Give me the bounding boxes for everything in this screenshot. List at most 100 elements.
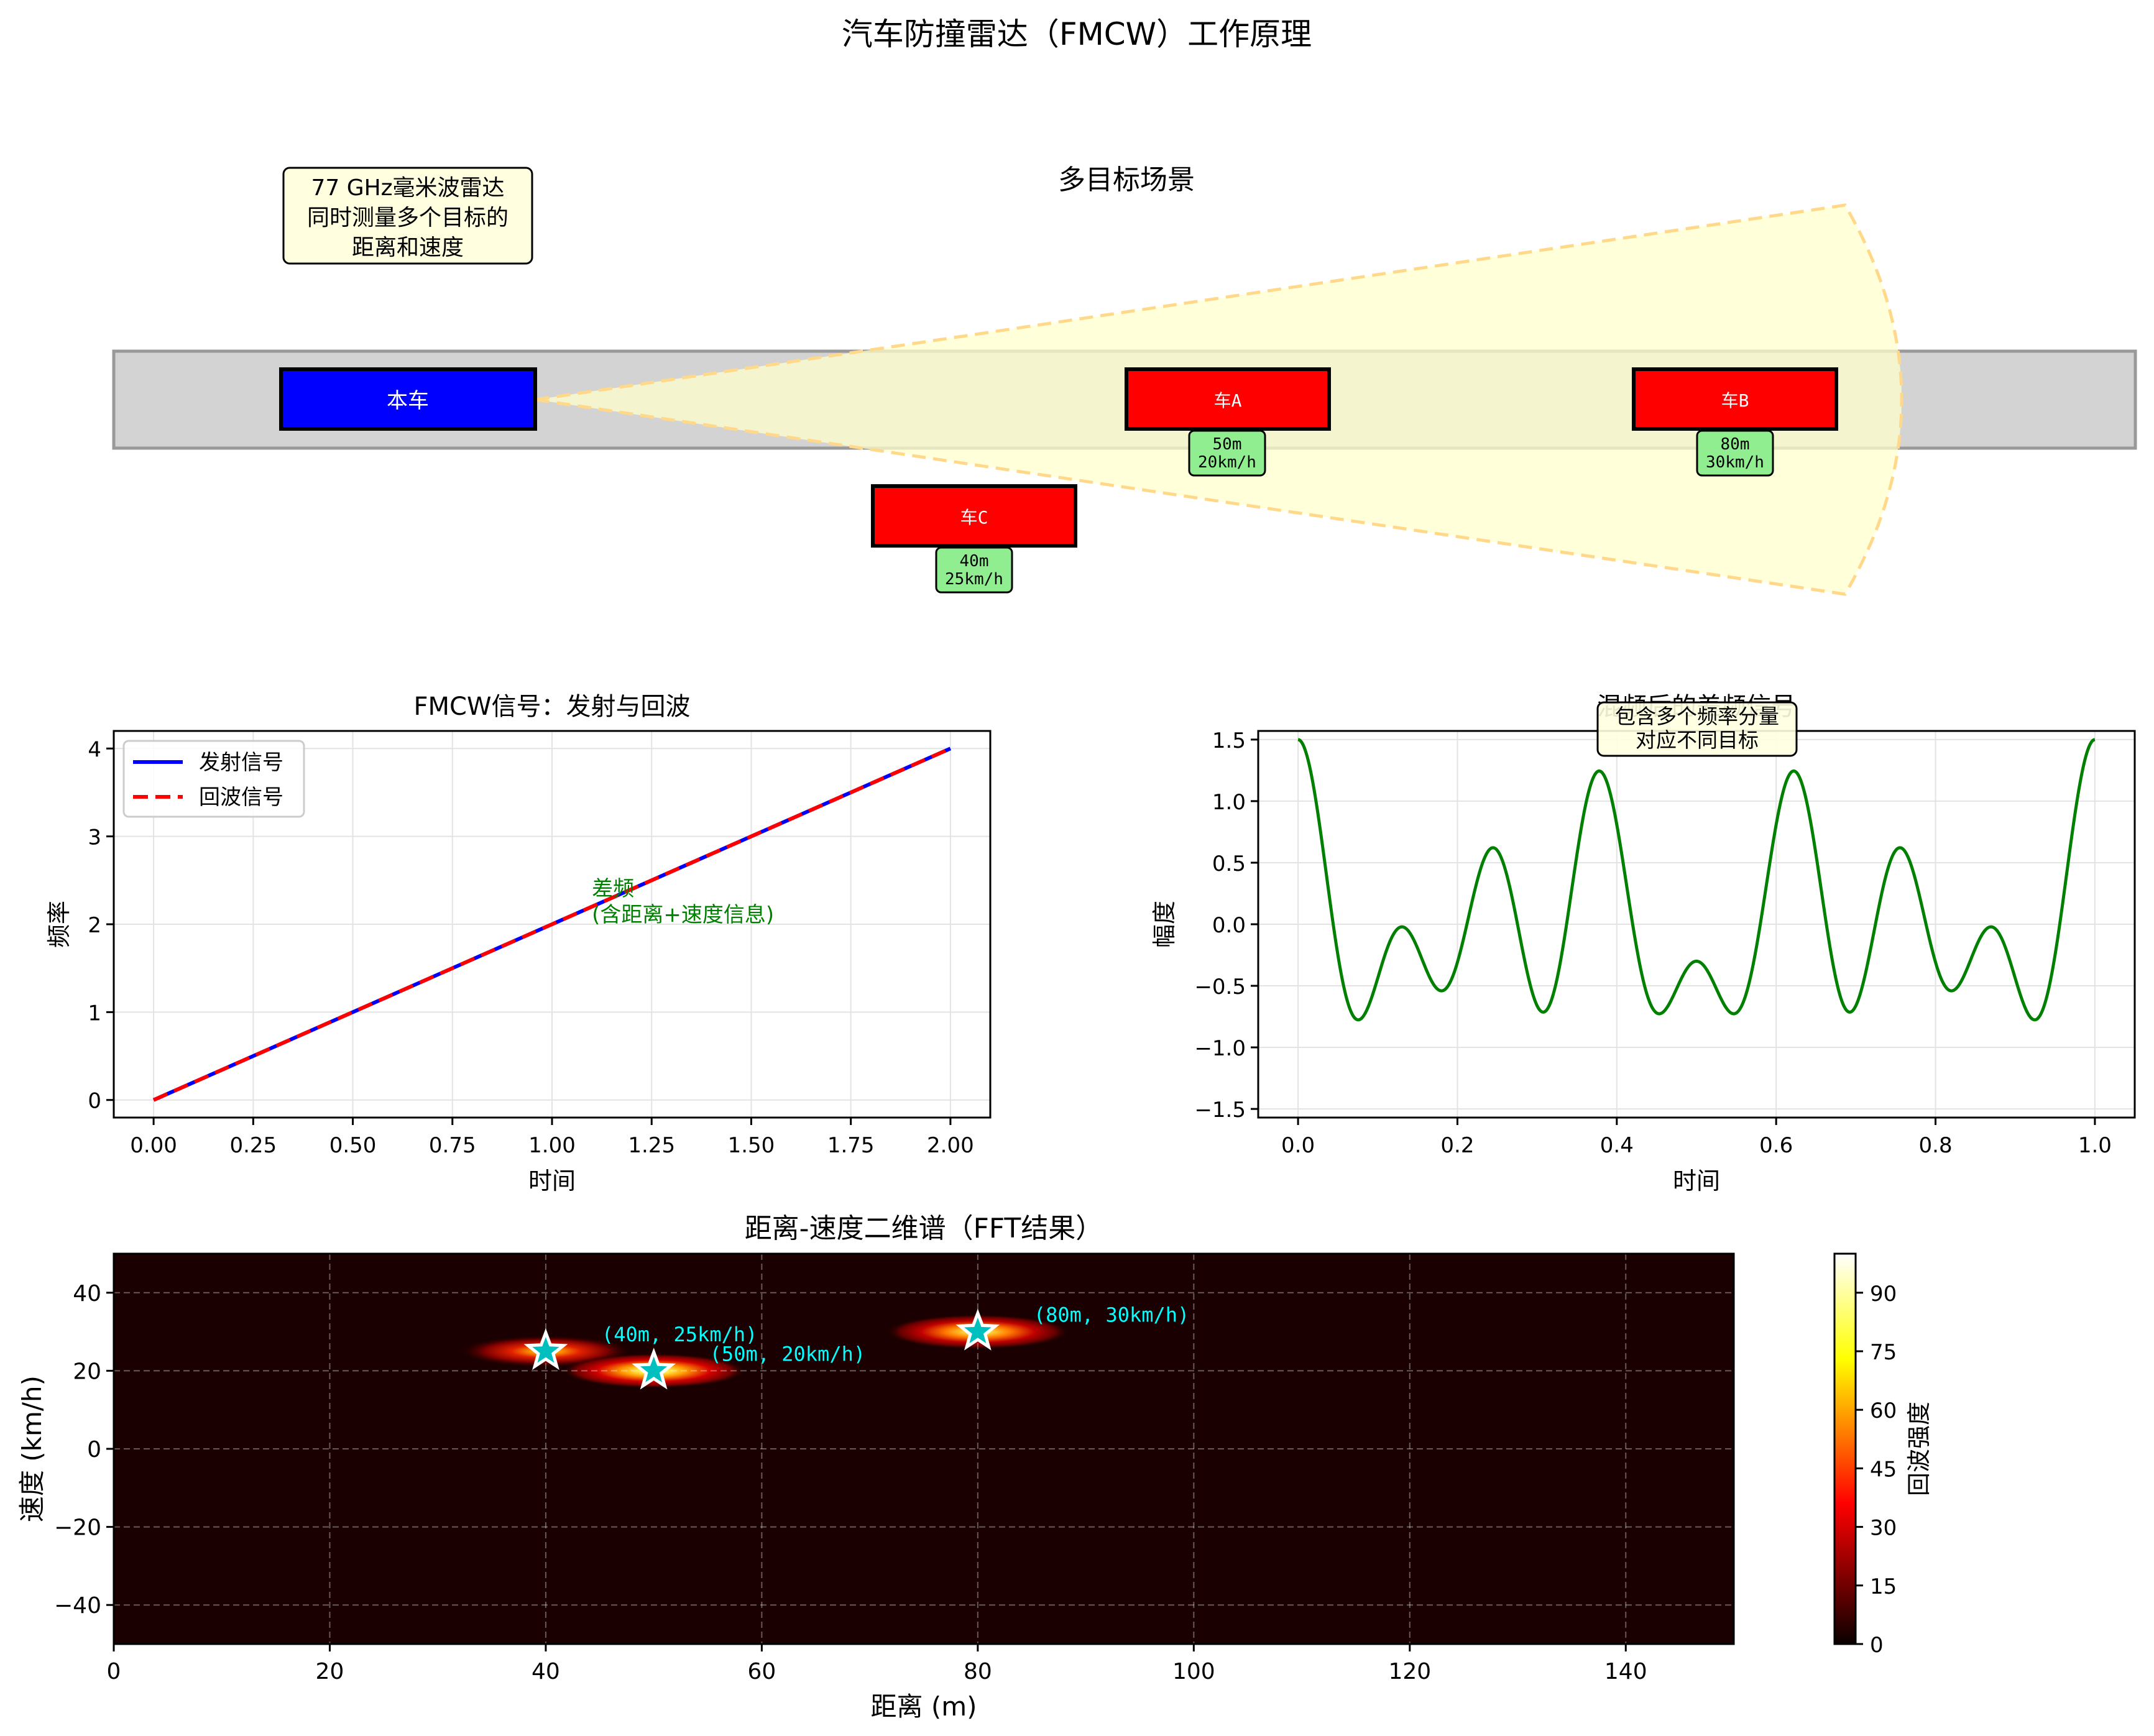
peak-markers: (40m, 25km/h)(50m, 20km/h) (80m, 30km/h)	[523, 1303, 1189, 1390]
target-car-b-label: 车B	[1721, 390, 1749, 411]
heatmap-xlabel: 距离 (m)	[870, 1691, 977, 1722]
beat-annotation-line-2: (含距离+速度信息)	[592, 902, 774, 927]
fmcw-grid	[114, 731, 990, 1118]
heatmap-xtick-label: 140	[1604, 1659, 1647, 1684]
fmcw-xtick-label: 0.50	[329, 1133, 377, 1158]
colorbar-ticks: 0 15 30 45 60 75 90	[1856, 1282, 1897, 1658]
target-c-distance: 40m	[960, 552, 989, 571]
beat-signal-curve	[1297, 738, 2096, 1022]
fmcw-xtick-label: 0.25	[229, 1133, 277, 1158]
fmcw-legend: 发射信号 回波信号	[122, 740, 305, 818]
target-a-distance: 50m	[1213, 435, 1242, 454]
ego-car-label: 本车	[387, 388, 429, 413]
colorbar: 0 15 30 45 60 75 90 回波强度	[1833, 1252, 1933, 1658]
beat-xtick-label: 0.8	[1919, 1133, 1953, 1158]
beat-ytick-label: −0.5	[1194, 975, 1246, 999]
beat-ytick-label: 0.0	[1212, 913, 1246, 938]
info-box: 77 GHz毫米波雷达 同时测量多个目标的 距离和速度	[282, 167, 533, 265]
fmcw-ylabel: 频率	[45, 901, 73, 948]
beat-xlabel: 时间	[1673, 1167, 1720, 1195]
info-line-2: 同时测量多个目标的	[307, 205, 509, 231]
beat-ytick-label: −1.0	[1194, 1036, 1246, 1061]
peak-label: (80m, 30km/h)	[1034, 1303, 1189, 1327]
heatmap-xtick-label: 60	[747, 1659, 776, 1684]
range-doppler-heatmap: 距离-速度二维谱（FFT结果） (40m, 25km/h)(50m, 20km/…	[17, 1213, 1933, 1722]
peak-star-marker	[632, 1348, 676, 1390]
beat-ylabel: 幅度	[1151, 901, 1178, 948]
heatmap-ytick-label: 20	[73, 1359, 101, 1384]
fmcw-plot-title: FMCW信号：发射与回波	[414, 692, 691, 721]
colorbar-gradient	[1833, 1252, 1857, 1645]
fmcw-ytick-label: 2	[88, 913, 101, 938]
fmcw-xtick-label: 0.75	[429, 1133, 476, 1158]
beat-ytick-label: −1.5	[1194, 1098, 1246, 1123]
target-car-a-label: 车A	[1214, 390, 1242, 411]
colorbar-tick-label: 15	[1870, 1574, 1897, 1599]
fmcw-signal-plot: FMCW信号：发射与回波 0.00 0.25 0.50 0.75 1.00 1.25 1.5…	[45, 692, 992, 1195]
heatmap-xtick-label: 20	[316, 1659, 344, 1684]
colorbar-tick-label: 0	[1870, 1633, 1884, 1658]
colorbar-tick-label: 75	[1870, 1340, 1897, 1365]
heatmap-xtick-label: 40	[532, 1659, 560, 1684]
fmcw-xtick-label: 1.25	[628, 1133, 675, 1158]
info-line-3: 距离和速度	[352, 235, 464, 260]
fmcw-ytick-label: 1	[88, 1001, 101, 1026]
target-car-c-label: 车C	[960, 507, 988, 528]
target-car-a: 车A 50m 20km/h	[1125, 367, 1331, 477]
info-line-1: 77 GHz毫米波雷达	[311, 175, 504, 201]
heatmap-xtick-label: 0	[107, 1659, 121, 1684]
fmcw-ticks: 0.00 0.25 0.50 0.75 1.00 1.25 1.50 1.75 2.00 0 1 2 3…	[88, 737, 973, 1158]
heatmap-ytick-label: −20	[54, 1515, 101, 1541]
beat-xtick-label: 0.2	[1440, 1133, 1474, 1158]
beat-ytick-label: 1.0	[1212, 790, 1246, 815]
heatmap-ticks: 0 20 40 60 80 100 120 140 −40 −20 0 20 40	[54, 1281, 1647, 1684]
beat-annotation-line-2: 对应不同目标	[1636, 728, 1759, 752]
colorbar-tick-label: 60	[1870, 1398, 1897, 1423]
fmcw-xtick-label: 2.00	[927, 1133, 974, 1158]
peak-label: (50m, 20km/h)	[710, 1342, 865, 1366]
fmcw-xtick-label: 1.50	[728, 1133, 775, 1158]
fmcw-xtick-label: 1.75	[827, 1133, 875, 1158]
target-car-b: 车B 80m 30km/h	[1632, 367, 1838, 477]
beat-ytick-label: 1.5	[1212, 728, 1246, 753]
colorbar-label: 回波强度	[1905, 1402, 1933, 1496]
beat-ytick-label: 0.5	[1212, 852, 1246, 876]
beat-grid	[1258, 731, 2135, 1118]
colorbar-tick-label: 45	[1870, 1457, 1897, 1482]
target-c-speed: 25km/h	[945, 570, 1003, 589]
heatmap-title: 距离-速度二维谱（FFT结果）	[745, 1213, 1103, 1244]
fmcw-xlabel: 时间	[528, 1167, 576, 1195]
target-a-speed: 20km/h	[1198, 453, 1256, 472]
heatmap-xtick-label: 80	[964, 1659, 992, 1684]
peak-label: (40m, 25km/h)	[602, 1323, 757, 1346]
fmcw-ytick-label: 0	[88, 1089, 101, 1114]
fmcw-ytick-label: 3	[88, 825, 101, 850]
beat-ticks: 0.0 0.2 0.4 0.6 0.8 1.0 −1.5 −1.0 −0.5 0.0 0.5 1.0 1…	[1194, 728, 2112, 1158]
target-car-c: 车C 40m 25km/h	[871, 484, 1077, 594]
legend-tx-label: 发射信号	[199, 750, 283, 775]
scene-panel: 多目标场景 77 GHz毫米波雷达 同时测量多个目标的 距离和速度 本车 车A …	[112, 164, 2137, 596]
fmcw-series	[152, 746, 952, 1102]
fmcw-xtick-label: 1.00	[528, 1133, 576, 1158]
heatmap-ylabel: 速度 (km/h)	[17, 1375, 47, 1522]
fmcw-xtick-label: 0.00	[130, 1133, 177, 1158]
beat-signal-plot: 混频后的差频信号 0.00.20.40.60.81.0−1.5−1.0−0.50…	[1151, 692, 2136, 1195]
beat-xtick-label: 0.6	[1759, 1133, 1793, 1158]
rx-signal-line	[152, 746, 952, 1102]
colorbar-tick-label: 90	[1870, 1282, 1897, 1307]
target-b-speed: 30km/h	[1706, 453, 1764, 472]
peak-star-marker	[955, 1308, 1000, 1351]
peak-star-marker	[523, 1328, 568, 1371]
fmcw-annotation: 差频 (含距离+速度信息)	[592, 876, 774, 927]
beat-annotation: 包含多个频率分量 对应不同目标	[1596, 701, 1798, 757]
figure-title: 汽车防撞雷达（FMCW）工作原理	[842, 16, 1312, 52]
heatmap-xtick-label: 100	[1172, 1659, 1215, 1684]
target-b-distance: 80m	[1721, 435, 1750, 454]
heatmap-ytick-label: 40	[73, 1281, 101, 1307]
beat-annotation-line-1: 差频	[592, 876, 634, 901]
colorbar-tick-label: 30	[1870, 1516, 1897, 1541]
heatmap-ytick-label: 0	[87, 1437, 101, 1463]
scene-title: 多目标场景	[1058, 164, 1195, 196]
beat-xtick-label: 0.0	[1281, 1133, 1315, 1158]
